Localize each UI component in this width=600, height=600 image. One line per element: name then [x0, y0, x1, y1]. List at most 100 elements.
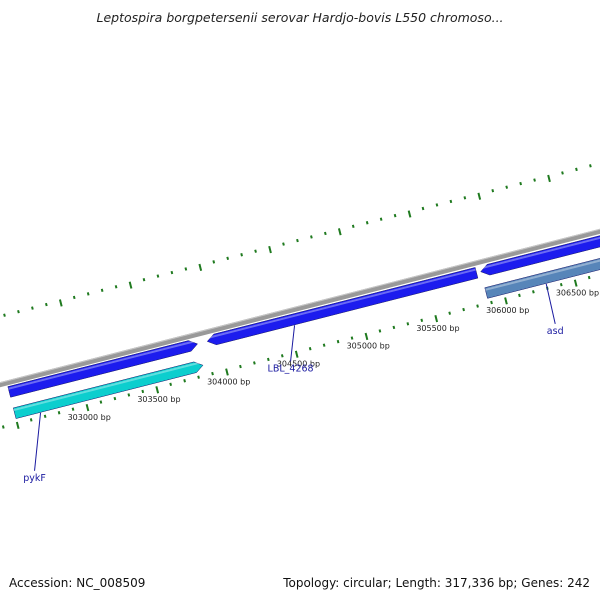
outer-tick — [393, 213, 397, 218]
gene-highlight — [479, 236, 600, 270]
inner-tick — [420, 318, 424, 322]
outer-tick — [198, 263, 203, 272]
outer-tick — [519, 181, 522, 186]
inner-tick — [448, 311, 452, 315]
outer-tick — [337, 228, 342, 236]
tick-label: 303000 bp — [68, 413, 111, 422]
outer-tick — [3, 313, 6, 317]
backbone-highlight — [0, 228, 600, 384]
inner-tick — [280, 354, 284, 358]
inner-tick — [518, 293, 521, 298]
outer-tick — [114, 285, 118, 289]
gene-asd[interactable] — [484, 253, 600, 299]
outer-tick — [282, 242, 285, 246]
topology-value: circular; — [343, 576, 392, 590]
outer-tick — [324, 231, 327, 236]
inner-tick — [406, 322, 410, 326]
gene-pykf[interactable] — [12, 361, 204, 419]
gene-label-leader — [34, 412, 42, 471]
outer-tick — [575, 167, 578, 172]
outer-tick — [589, 164, 592, 168]
outer-tick — [533, 178, 536, 182]
outer-tick — [254, 249, 257, 253]
outer-tick — [100, 288, 104, 293]
inner-tick — [462, 307, 465, 312]
inner-tick — [490, 300, 493, 305]
outer-tick — [561, 171, 564, 175]
inner-tick — [197, 375, 200, 379]
outer-tick — [310, 235, 313, 239]
tick-label: 305000 bp — [347, 342, 390, 351]
gene-label-leader — [290, 325, 296, 362]
length-label: Length: — [395, 576, 441, 590]
outer-tick — [463, 196, 467, 200]
outer-tick — [156, 274, 160, 278]
inner-tick — [29, 418, 33, 422]
inner-tick — [183, 379, 186, 383]
outer-tick — [351, 224, 355, 228]
inner-tick — [364, 332, 369, 341]
inner-tick — [266, 357, 270, 362]
outer-tick — [491, 189, 495, 193]
inner-tick — [1, 425, 5, 429]
backbone — [0, 228, 600, 388]
outer-tick — [226, 256, 230, 261]
tick-label: 303500 bp — [137, 395, 180, 404]
accession-label: Accession: — [9, 576, 73, 590]
inner-tick — [85, 403, 90, 412]
inner-tick — [559, 283, 563, 287]
gene-label: asd — [547, 326, 564, 337]
outer-tick — [184, 267, 188, 271]
map-title: Leptospira borgpetersenii serovar Hardjo… — [96, 10, 504, 25]
outer-tick — [477, 192, 482, 200]
inner-tick — [225, 368, 229, 376]
outer-tick — [435, 203, 439, 207]
tick-label: 306500 bp — [556, 288, 599, 297]
inner-tick — [253, 361, 256, 365]
gene-highlight — [8, 339, 197, 390]
length-value: 317,336 bp; — [444, 576, 518, 590]
outer-tick — [170, 270, 174, 275]
outer-tick — [58, 299, 63, 307]
inner-tick — [392, 325, 396, 330]
inner-tick — [294, 350, 299, 358]
tick-label: 306000 bp — [486, 306, 529, 315]
inner-tick — [141, 389, 145, 394]
outer-tick — [128, 281, 133, 289]
gene-arrow[interactable] — [206, 267, 479, 346]
outer-tick — [31, 306, 34, 310]
outer-tick-track — [3, 164, 592, 317]
accession-info: Accession: NC_008509 — [9, 576, 145, 590]
outer-tick — [17, 309, 20, 314]
outer-tick — [421, 206, 425, 211]
inner-tick — [15, 421, 20, 430]
inner-tick — [99, 400, 103, 404]
gene-highlight — [485, 259, 600, 291]
outer-tick — [142, 277, 146, 282]
accession-value: NC_008509 — [76, 576, 146, 590]
inner-tick — [43, 414, 47, 419]
gene-highlight — [13, 361, 203, 412]
outer-tick — [379, 217, 383, 221]
gene-label-leader — [545, 283, 556, 325]
inner-tick — [476, 304, 479, 308]
inner-tick — [239, 364, 242, 369]
outer-tick — [505, 185, 509, 189]
outer-tick — [296, 238, 299, 243]
inner-tick — [587, 275, 591, 280]
outer-tick — [407, 210, 412, 218]
gene-arrow[interactable] — [7, 340, 198, 398]
gene-arrow[interactable] — [480, 229, 600, 276]
tick-label: 304500 bp — [277, 359, 320, 368]
outer-tick — [72, 295, 76, 300]
inner-tick — [57, 411, 61, 415]
tick-label: 305500 bp — [416, 324, 459, 333]
inner-tick — [434, 315, 439, 323]
inner-tick — [322, 343, 326, 347]
genes-value: 242 — [567, 576, 590, 590]
tick-label: 304000 bp — [207, 377, 250, 386]
inner-tick — [350, 336, 354, 340]
inner-tick — [336, 339, 340, 344]
inner-tick — [532, 290, 535, 294]
